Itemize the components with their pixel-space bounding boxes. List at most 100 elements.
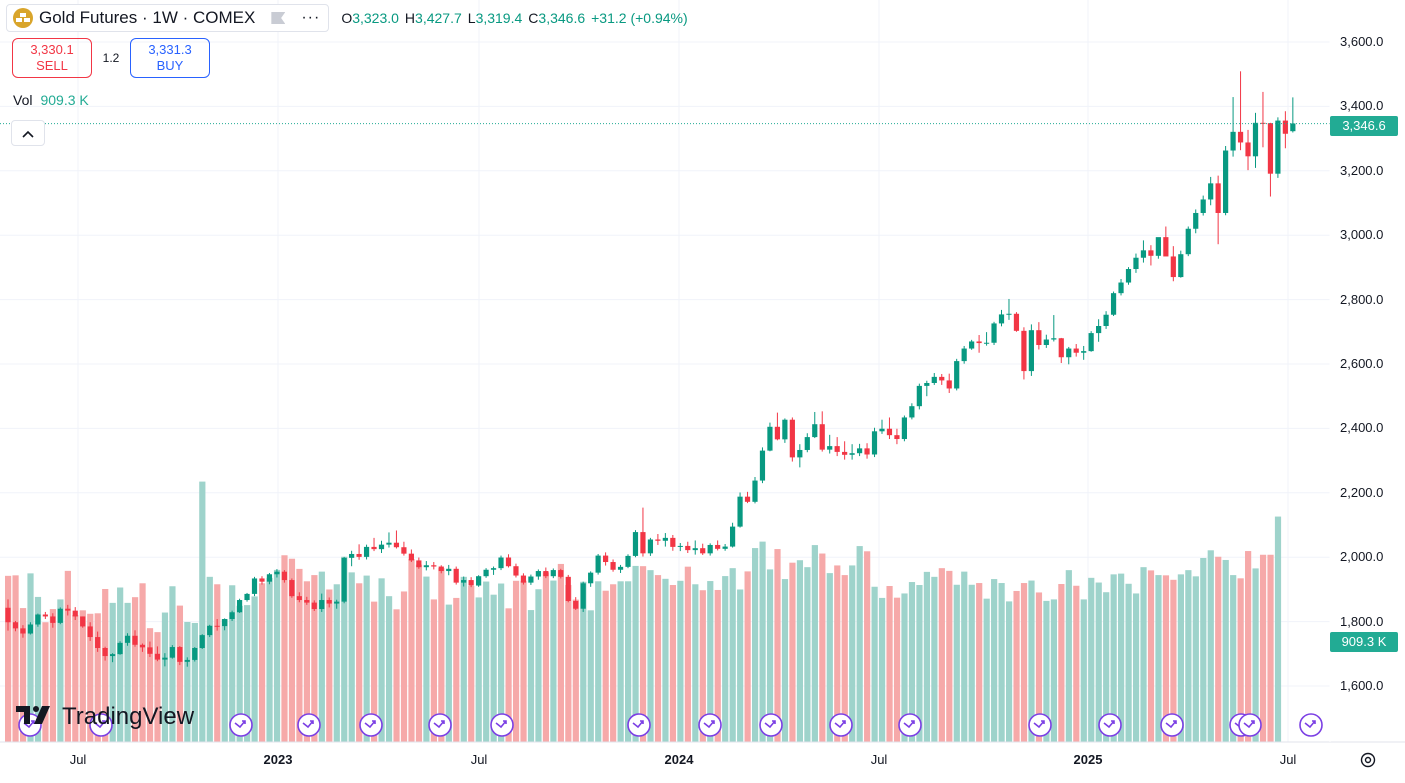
event-marker-icon bbox=[1299, 713, 1323, 737]
event-marker-icon bbox=[829, 713, 853, 737]
volume-bar bbox=[684, 566, 691, 742]
volume-bar bbox=[1095, 582, 1102, 742]
candle-body bbox=[1110, 293, 1117, 315]
event-marker-icon bbox=[898, 713, 922, 737]
volume-bar bbox=[371, 601, 378, 742]
candle-body bbox=[543, 571, 549, 577]
volume-bar bbox=[804, 567, 811, 742]
buy-price: 3,331.3 bbox=[148, 42, 192, 57]
volume-bar bbox=[983, 598, 990, 742]
symbol-button[interactable]: Gold Futures · 1W · COMEX ··· bbox=[6, 4, 330, 32]
candle-body bbox=[259, 578, 265, 582]
candle-body bbox=[236, 600, 243, 613]
volume-bar bbox=[273, 569, 281, 742]
volume-bar bbox=[393, 609, 400, 742]
candle-body bbox=[1290, 123, 1296, 132]
volume-bar bbox=[460, 576, 467, 742]
volume-bar bbox=[1013, 590, 1020, 742]
volume-bar bbox=[759, 541, 766, 742]
volume-bar bbox=[1020, 583, 1028, 742]
candle-body bbox=[909, 406, 915, 418]
volume-bar bbox=[923, 571, 931, 742]
volume-bar bbox=[707, 581, 714, 742]
candle-body bbox=[50, 616, 56, 623]
volume-bar bbox=[184, 621, 191, 742]
candle-body bbox=[251, 578, 258, 594]
candle-body bbox=[266, 574, 273, 582]
candle-body bbox=[722, 546, 728, 549]
volume-bar bbox=[617, 581, 624, 742]
candle-body bbox=[670, 537, 676, 547]
trade-panel: 3,330.1 SELL 1.2 3,331.3 BUY bbox=[12, 38, 210, 78]
volume-bar bbox=[886, 586, 893, 742]
volume-bar bbox=[542, 572, 550, 742]
volume-bar bbox=[408, 558, 415, 742]
volume-bar bbox=[737, 589, 744, 742]
volume-bar bbox=[303, 581, 310, 742]
candle-body bbox=[715, 544, 721, 549]
volume-bar bbox=[415, 564, 423, 742]
candle-body bbox=[1178, 254, 1184, 278]
candle-body bbox=[1267, 123, 1274, 174]
time-tick-label: Jul bbox=[69, 752, 87, 767]
volume-bar bbox=[1132, 593, 1140, 742]
price-tick-label: 3,400.0 bbox=[1340, 98, 1384, 114]
candle-body bbox=[558, 570, 564, 577]
candle-body bbox=[117, 642, 123, 655]
candle-body bbox=[199, 635, 205, 649]
time-tick-label: 2023 bbox=[263, 752, 293, 767]
volume-bar bbox=[527, 610, 535, 742]
volume-bar bbox=[1140, 567, 1147, 742]
volume-bar bbox=[811, 545, 818, 742]
volume-bar bbox=[266, 577, 273, 742]
more-options-button[interactable]: ··· bbox=[301, 9, 321, 26]
volume-bar bbox=[774, 549, 781, 742]
event-marker-icon bbox=[1028, 713, 1052, 737]
price-tick-label: 3,600.0 bbox=[1340, 34, 1384, 49]
candlesticks bbox=[5, 71, 1296, 667]
gold-bars-icon bbox=[13, 8, 33, 28]
volume-bar bbox=[453, 597, 460, 742]
volume-bar bbox=[1073, 585, 1080, 742]
volume-bar bbox=[625, 581, 632, 742]
candle-body bbox=[856, 448, 863, 454]
settings-gear-icon[interactable] bbox=[1358, 750, 1378, 770]
collapse-legend-button[interactable] bbox=[11, 120, 45, 146]
volume-bar bbox=[326, 589, 333, 742]
volume-bar bbox=[1192, 576, 1199, 742]
candle-body bbox=[1013, 313, 1020, 331]
candle-body bbox=[1043, 339, 1049, 346]
candle-body bbox=[1170, 256, 1176, 278]
volume-bar bbox=[781, 579, 789, 742]
buy-button[interactable]: 3,331.3 BUY bbox=[130, 38, 210, 78]
volume-bar bbox=[938, 568, 945, 742]
candle-body bbox=[931, 376, 937, 383]
candle-body bbox=[1215, 183, 1221, 213]
candle-body bbox=[1148, 250, 1154, 256]
volume-bar bbox=[976, 583, 983, 742]
candle-body bbox=[20, 628, 26, 634]
volume-bar bbox=[602, 590, 609, 742]
candle-body bbox=[363, 546, 370, 557]
buy-label: BUY bbox=[156, 58, 184, 73]
volume-bar bbox=[176, 605, 184, 742]
candle-body bbox=[707, 544, 713, 554]
volume-bar bbox=[1035, 592, 1043, 742]
candle-body bbox=[132, 635, 138, 645]
sell-button[interactable]: 3,330.1 SELL bbox=[12, 38, 92, 78]
symbol-title: Gold Futures · 1W · COMEX bbox=[39, 8, 256, 27]
candle-body bbox=[162, 657, 168, 660]
time-tick-label: Jul bbox=[1279, 752, 1297, 767]
candle-body bbox=[819, 424, 825, 450]
candle-body bbox=[1058, 338, 1064, 358]
candle-body bbox=[1073, 348, 1079, 353]
tradingview-logo[interactable]: TradingView bbox=[16, 703, 194, 731]
candle-body bbox=[662, 537, 668, 541]
volume-bar bbox=[580, 581, 587, 742]
candle-body bbox=[214, 625, 220, 627]
flag-icon[interactable] bbox=[271, 12, 286, 24]
volume-bar bbox=[19, 608, 27, 742]
volume-bar bbox=[438, 568, 445, 742]
candle-body bbox=[1133, 257, 1139, 270]
